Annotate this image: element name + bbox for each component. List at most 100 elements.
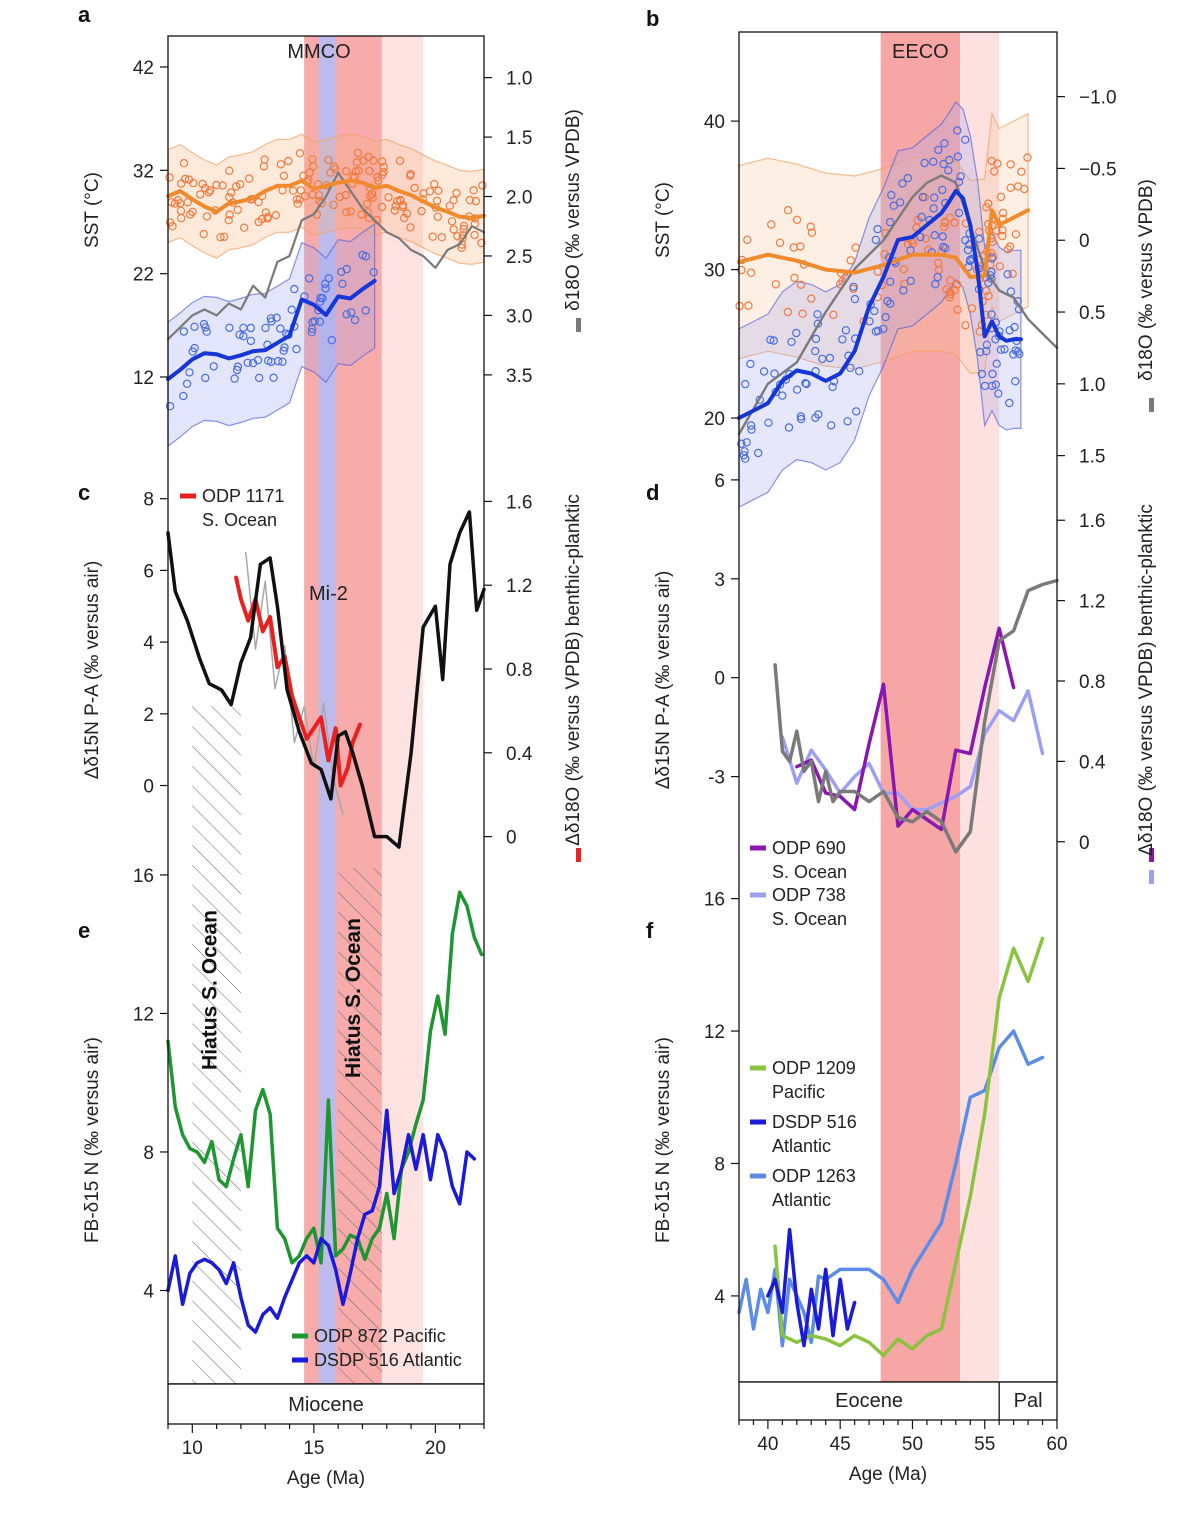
scatter-a-orange-point: [196, 190, 205, 199]
scatter-a-blue-point: [190, 322, 199, 331]
scatter-b-orange-point: [934, 258, 943, 268]
y-tick-label: 0: [714, 669, 725, 690]
scatter-a-orange-point: [225, 210, 234, 219]
scatter-b-orange-point: [790, 273, 799, 283]
scatter-b-blue-point: [764, 418, 773, 427]
scatter-a-orange-point: [263, 214, 272, 223]
scatter-a-blue-point: [264, 356, 273, 365]
scatter-b-blue-point: [828, 382, 837, 392]
panel-letter-c: c: [78, 480, 90, 505]
scatter-a-orange-point: [254, 217, 263, 227]
scatter-a-orange-point: [470, 230, 479, 240]
scatter-b-blue-point: [787, 337, 796, 347]
scatter-a-blue-point: [225, 323, 234, 332]
panel-letter-a: a: [78, 2, 91, 27]
scatter-a-orange-point: [188, 207, 197, 217]
scatter-a-orange-point: [271, 210, 280, 220]
y2-axis-title: δ18O (‰ versus VPDB): [563, 109, 584, 311]
scatter-a-orange-point: [212, 180, 221, 190]
scatter-b-orange-point: [771, 280, 781, 289]
scatter-a-blue-point: [321, 284, 330, 293]
scatter-b-blue-point: [1005, 326, 1014, 335]
x-tick-label: 10: [182, 1438, 203, 1459]
y-axis-title: SST (°C): [82, 172, 103, 248]
scatter-b-orange-point: [744, 301, 753, 310]
scatter-b-orange-point: [792, 215, 802, 224]
scatter-b-blue-point: [988, 369, 997, 379]
scatter-a-orange-point: [398, 200, 408, 210]
scatter-a-orange-point: [406, 169, 415, 179]
scatter-a-orange-point: [373, 172, 382, 182]
scatter-a-orange-point: [219, 232, 229, 241]
x-tick-label: 15: [303, 1438, 324, 1459]
scatter-b-orange-point: [946, 276, 955, 285]
scatter-b-blue-point: [1011, 377, 1020, 386]
scatter-a-orange-point: [292, 195, 302, 204]
scatter-b-blue-point: [939, 159, 948, 169]
y-tick-label: 3: [714, 570, 725, 591]
scatter-a-orange-point: [377, 157, 387, 166]
scatter-a-orange-point: [478, 181, 487, 190]
scatter-b-orange-point: [846, 256, 855, 265]
scatter-b-blue-point: [982, 347, 991, 356]
scatter-b-blue-point: [741, 379, 750, 389]
scatter-a-orange-point: [458, 234, 467, 243]
legend-label: DSDP 516 Atlantic: [314, 1350, 462, 1370]
scatter-b-blue-point: [737, 439, 746, 448]
scatter-a-blue-point: [361, 252, 371, 261]
scatter-b-blue-point: [801, 379, 810, 388]
scatter-a-blue-point: [342, 310, 351, 319]
scatter-a-orange-point: [434, 186, 443, 195]
scatter-a-orange-point: [260, 155, 269, 164]
scatter-a-orange-point: [402, 209, 412, 218]
series-b-benthic-d18o: [737, 174, 1059, 436]
scatter-a-orange-point: [459, 224, 468, 234]
scatter-b-orange-point: [775, 238, 785, 247]
scatter-a-blue-point: [324, 274, 333, 283]
scatter-a-blue-point: [201, 373, 210, 383]
scatter-a-orange-point: [449, 225, 458, 234]
scatter-a-orange-point: [244, 174, 254, 183]
scatter-b-blue-point: [934, 145, 943, 155]
scatter-b-blue-point: [944, 166, 953, 175]
scatter-b-blue-point: [796, 412, 806, 421]
scatter-a-orange-point: [453, 232, 462, 241]
y-tick-label: 4: [143, 633, 154, 654]
scatter-b-blue-point: [920, 158, 929, 168]
scatter-b-blue-point: [887, 190, 896, 200]
y-tick-label: 8: [714, 1154, 725, 1175]
scatter-b-blue-point: [976, 347, 985, 357]
scatter-b-blue-point: [965, 256, 975, 266]
scatter-b-blue-point: [739, 451, 749, 460]
legend-label-2: S. Ocean: [202, 510, 277, 530]
scatter-b-blue-point: [956, 172, 965, 181]
scatter-a-orange-point: [465, 195, 474, 205]
scatter-b-blue-point: [931, 280, 940, 289]
scatter-b-blue-point: [870, 306, 879, 316]
y2-axis-swatch: [1149, 848, 1154, 862]
scatter-a-orange-point: [183, 198, 192, 207]
scatter-a-orange-point: [179, 158, 189, 168]
y-tick-label: 42: [133, 58, 154, 79]
x-tick-label: 55: [974, 1434, 995, 1455]
scatter-a-orange-point: [317, 198, 326, 208]
scatter-a-blue-point: [165, 402, 175, 411]
scatter-b-orange-point: [1017, 167, 1026, 176]
scatter-a-orange-point: [363, 199, 372, 209]
scatter-b-blue-point: [984, 278, 993, 288]
scatter-b-orange-point: [961, 321, 970, 330]
scatter-b-orange-point: [767, 220, 776, 229]
scatter-b-blue-point: [784, 423, 794, 432]
scatter-a-orange-point: [289, 186, 298, 195]
x-tick-label: 50: [902, 1434, 923, 1455]
scatter-b-blue-point: [754, 448, 763, 458]
y2-tick-label: 1.5: [1079, 447, 1105, 468]
scatter-b-blue-point: [747, 425, 756, 434]
scatter-b-blue-point: [796, 414, 806, 424]
scatter-a-orange: [165, 148, 487, 252]
scatter-a-blue-point: [315, 297, 325, 306]
scatter-b-orange-point: [1006, 160, 1015, 169]
scatter-a-orange-point: [433, 212, 443, 221]
y2-tick-label: 1.0: [1079, 375, 1105, 396]
scatter-a-orange-point: [390, 206, 399, 215]
